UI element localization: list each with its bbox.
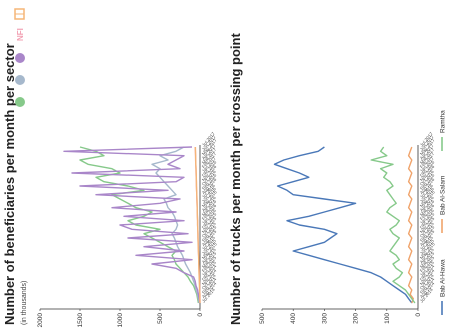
beneficiaries-legend: NFI bbox=[14, 8, 25, 107]
legend-label-2: Ramtha bbox=[440, 110, 447, 133]
trucks-legend: Bab Al-Hawa Bab Al-Salam Ramtha bbox=[440, 110, 447, 315]
beneficiaries-y-tick-label: 1000 bbox=[117, 313, 124, 328]
beneficiaries-series-line-2 bbox=[63, 146, 201, 304]
trucks-chart-title: Number of trucks per month per crossing … bbox=[228, 33, 243, 325]
beneficiaries-series-line-0 bbox=[79, 146, 200, 304]
beneficiaries-y-axis: 0 500 1000 1500 2000 bbox=[37, 145, 204, 327]
beneficiaries-series bbox=[63, 146, 201, 304]
trucks-y-tick-label: 200 bbox=[353, 313, 360, 324]
wash-icon-shape bbox=[15, 53, 25, 63]
trucks-y-axis: 0 100 200 300 400 500 bbox=[259, 145, 422, 324]
trucks-y-tick-label: 400 bbox=[290, 313, 297, 324]
trucks-series-line-1 bbox=[407, 146, 414, 304]
beneficiaries-y-tick-label: 2000 bbox=[37, 313, 44, 328]
beneficiaries-y-tick-label: 0 bbox=[197, 313, 204, 317]
beneficiaries-y-tick-label: 500 bbox=[157, 313, 164, 324]
beneficiaries-chart-title: Number of beneficiaries per month per se… bbox=[2, 43, 17, 325]
trucks-y-tick-label: 0 bbox=[415, 313, 422, 317]
beneficiaries-series-line-1 bbox=[151, 146, 200, 304]
legend-label-0: Bab Al-Hawa bbox=[440, 259, 447, 297]
nfi-text-mark: NFI bbox=[16, 28, 25, 41]
food-icon-shape bbox=[15, 97, 25, 107]
trucks-chart: Number of trucks per month per crossing … bbox=[228, 33, 447, 325]
beneficiaries-y-tick-label: 1500 bbox=[77, 313, 84, 328]
shelter-sector-icon bbox=[14, 8, 25, 20]
trucks-y-tick-label: 500 bbox=[259, 313, 266, 324]
beneficiaries-series-line-4 bbox=[194, 146, 201, 304]
beneficiaries-chart: Number of beneficiaries per month per se… bbox=[2, 8, 218, 327]
food-sector-icon bbox=[15, 97, 25, 107]
nfi-sector-icon: NFI bbox=[16, 28, 25, 41]
trucks-y-tick-label: 300 bbox=[321, 313, 328, 324]
health-sector-icon bbox=[15, 75, 25, 85]
trucks-series bbox=[273, 146, 416, 304]
trucks-y-tick-label: 100 bbox=[384, 313, 391, 324]
health-icon-shape bbox=[15, 75, 25, 85]
legend-label-1: Bab Al-Salam bbox=[440, 176, 447, 215]
beneficiaries-chart-subtitle: (in thousands) bbox=[21, 281, 28, 325]
trucks-series-line-2 bbox=[370, 146, 416, 304]
trucks-series-line-0 bbox=[273, 146, 413, 304]
wash-sector-icon bbox=[15, 53, 25, 63]
